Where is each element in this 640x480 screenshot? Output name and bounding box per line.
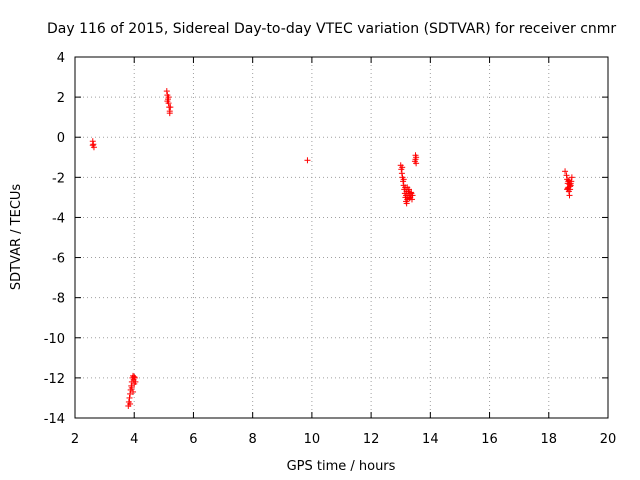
y-tick-label: -8 — [52, 292, 65, 307]
x-tick-label: 16 — [481, 432, 498, 447]
data-point — [163, 88, 170, 95]
data-point — [304, 157, 311, 164]
data-point — [132, 378, 139, 385]
data-point — [403, 200, 410, 207]
x-tick-label: 14 — [422, 432, 439, 447]
data-point — [126, 394, 133, 401]
y-tick-label: 4 — [57, 51, 65, 66]
y-tick-label: 2 — [57, 91, 65, 106]
y-axis-label: SDTVAR / TECUs — [9, 184, 24, 291]
data-point — [565, 177, 572, 184]
x-tick-label: 18 — [541, 432, 558, 447]
data-point — [127, 400, 134, 407]
y-tick-label: 0 — [57, 131, 65, 146]
data-point — [131, 373, 138, 380]
data-point — [567, 180, 574, 187]
data-point — [164, 98, 171, 105]
y-tick-label: -6 — [52, 252, 65, 267]
data-point — [131, 374, 138, 381]
y-tick-label: -10 — [44, 332, 65, 347]
data-point — [403, 192, 410, 199]
data-point — [409, 192, 416, 199]
x-tick-label: 12 — [363, 432, 380, 447]
data-point — [403, 188, 410, 195]
data-point — [568, 174, 575, 181]
plot-frame — [74, 56, 609, 419]
data-points — [89, 88, 575, 409]
axis-ticks — [74, 56, 609, 419]
y-tick-label: -2 — [52, 171, 65, 186]
x-tick-label: 4 — [130, 432, 138, 447]
data-point — [165, 94, 172, 101]
data-point — [562, 168, 569, 175]
data-point — [90, 144, 97, 151]
data-point — [564, 185, 571, 192]
data-point — [398, 170, 405, 177]
x-tick-label: 8 — [249, 432, 257, 447]
y-tick-label: -14 — [44, 412, 65, 427]
data-point — [563, 172, 570, 179]
x-tick-label: 2 — [71, 432, 79, 447]
data-point — [90, 141, 97, 148]
data-point — [413, 160, 420, 167]
x-tick-label: 20 — [600, 432, 617, 447]
data-point — [404, 184, 411, 191]
data-point — [564, 186, 571, 193]
y-tick-label: -4 — [52, 211, 65, 226]
data-point — [130, 388, 137, 395]
y-tick-label: -12 — [44, 372, 65, 387]
x-axis-label: GPS time / hours — [287, 459, 396, 474]
data-point — [408, 189, 415, 196]
data-point — [128, 384, 135, 391]
data-point — [166, 110, 173, 117]
data-point — [406, 195, 413, 202]
x-tick-label: 6 — [189, 432, 197, 447]
chart-title: Day 116 of 2015, Sidereal Day-to-day VTE… — [47, 21, 616, 37]
grid-lines — [75, 57, 608, 418]
data-point — [566, 192, 573, 199]
data-point — [167, 104, 174, 111]
data-point — [400, 176, 407, 183]
data-point — [399, 164, 406, 171]
x-tick-label: 10 — [304, 432, 321, 447]
